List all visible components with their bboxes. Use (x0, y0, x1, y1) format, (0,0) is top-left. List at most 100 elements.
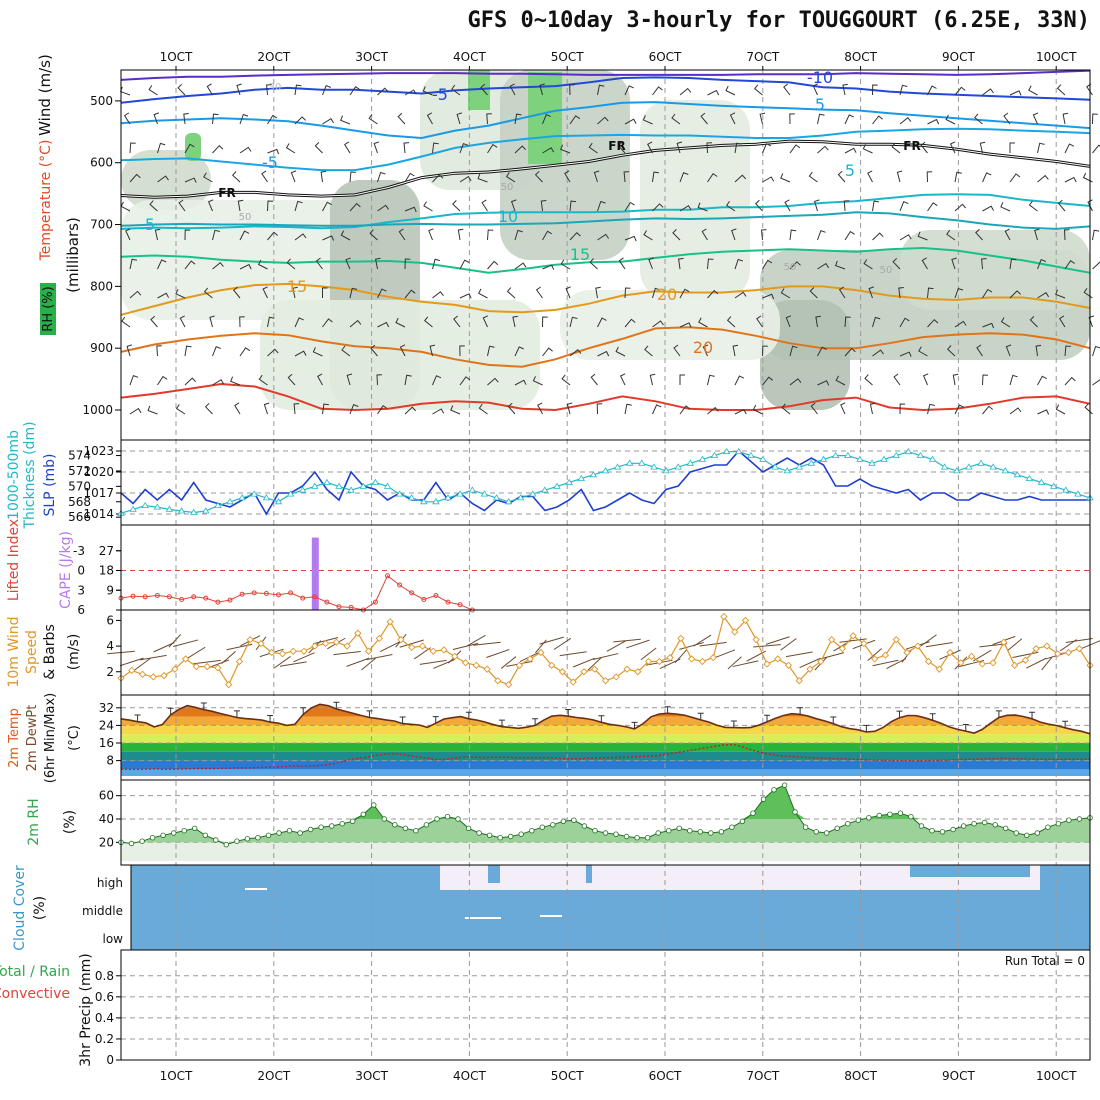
rh-point (297, 830, 303, 836)
wind-barb (917, 231, 928, 241)
wind-barb (126, 344, 133, 357)
wind-barb (982, 205, 995, 212)
cloud-level-label: low (103, 932, 124, 946)
wind-barb (147, 405, 158, 415)
cloud-level-label: high (97, 876, 123, 890)
wind-barb (780, 638, 797, 651)
wind-speed-point (849, 632, 857, 640)
wind-barb (652, 171, 659, 183)
temp-minmax-bar (730, 720, 737, 728)
wind-barb (672, 229, 681, 241)
wind-barb (267, 114, 278, 125)
thickness-point (807, 459, 816, 466)
wind-speed-point (181, 655, 190, 663)
thickness-point (286, 490, 295, 497)
wind-barb (267, 231, 279, 241)
cape-bar (311, 537, 319, 610)
wind-barb (893, 373, 901, 386)
wind-barb (624, 235, 637, 242)
rh2m-units-axis-label: (%) (62, 810, 78, 834)
run-total-label: Run Total = 0 (1005, 954, 1085, 968)
tick-label: 0.8 (95, 969, 114, 983)
tick-label: 1020 (83, 465, 114, 479)
wind-barb (569, 316, 578, 328)
wind-speed-point (957, 659, 965, 667)
wind-barb (644, 345, 653, 357)
thickness-point (698, 455, 707, 462)
top-date-label: 8OCT (844, 50, 877, 64)
wind-barb (404, 374, 412, 386)
wind-barb (179, 315, 186, 328)
rh-point (918, 823, 925, 829)
bottom-date-label: 8OCT (844, 1069, 877, 1083)
li-axis-label: Lifted Index (6, 519, 22, 601)
wind-barb (835, 375, 846, 386)
temp-minmax-bar (995, 710, 1002, 718)
rh-point (581, 823, 588, 829)
tick-label: 0 (106, 1053, 114, 1067)
rh-point (539, 824, 545, 830)
bottom-date-label: 3OCT (355, 1069, 388, 1083)
rh-point (845, 821, 851, 827)
cloud-units-axis-label: (%) (32, 896, 48, 920)
rh-point (697, 829, 703, 835)
wind-barb (647, 141, 653, 154)
rh-point (781, 782, 788, 788)
wind-barb (698, 317, 708, 328)
contour-label: 20 (693, 338, 713, 357)
wind-speed-point (1032, 645, 1040, 653)
rh-point (265, 832, 272, 838)
thickness-point (335, 482, 343, 489)
wind-barb (404, 89, 417, 96)
wind-speed-point (235, 657, 244, 666)
wind-barb (1064, 176, 1077, 183)
wind-barb (976, 344, 983, 357)
temp-minmax-bar (863, 724, 870, 732)
rh-point (213, 837, 219, 843)
wind-barb (514, 145, 527, 154)
wind-barb (731, 228, 737, 241)
wind-barb (1007, 638, 1023, 652)
wind-speed-point (806, 665, 814, 673)
isotherm-line (120, 211, 1091, 230)
rh-point (560, 818, 567, 824)
wind-barb (925, 641, 953, 648)
wind-barb (946, 345, 956, 357)
wind-barb (652, 320, 664, 328)
wind-speed-axis-label: Speed (24, 630, 40, 674)
dewpoint-line (120, 743, 1090, 771)
wind-speed-point (440, 646, 448, 654)
wind-barb (765, 636, 790, 645)
wind-barb (799, 657, 821, 669)
rh-point (802, 824, 809, 830)
rh-point (760, 796, 767, 802)
wind-barb (404, 406, 417, 415)
tick-label: 18 (99, 564, 114, 578)
temp-minmax-bar (333, 701, 340, 709)
rh-point (992, 822, 998, 828)
wind-barb (564, 170, 571, 183)
wind-barb (377, 405, 388, 415)
wind-barb (459, 142, 469, 154)
wind-barb (398, 228, 406, 241)
wind-barb (261, 170, 268, 183)
bottom-date-label: 2OCT (257, 1069, 290, 1083)
wind-barb (377, 171, 386, 183)
wind-barb (173, 639, 199, 647)
wind-barb (184, 143, 195, 154)
wind-barb (370, 344, 378, 357)
wind-barb (540, 200, 547, 212)
pressure-axis-label: (millibars) (64, 217, 82, 293)
wind-barb (734, 291, 747, 299)
wind-barb (212, 379, 225, 386)
pressure-tick-label: 900 (90, 341, 113, 355)
wind-barb (399, 344, 406, 357)
precip-legend-convective: Convective (0, 986, 70, 1002)
wind-barb (958, 659, 985, 668)
wind-barb (341, 345, 351, 357)
rh-point (1003, 825, 1009, 831)
wind-barb (1037, 292, 1050, 299)
wind-speed-point (461, 659, 470, 667)
wind-barb (368, 114, 378, 125)
bottom-date-label: 1OCT (160, 1069, 193, 1083)
